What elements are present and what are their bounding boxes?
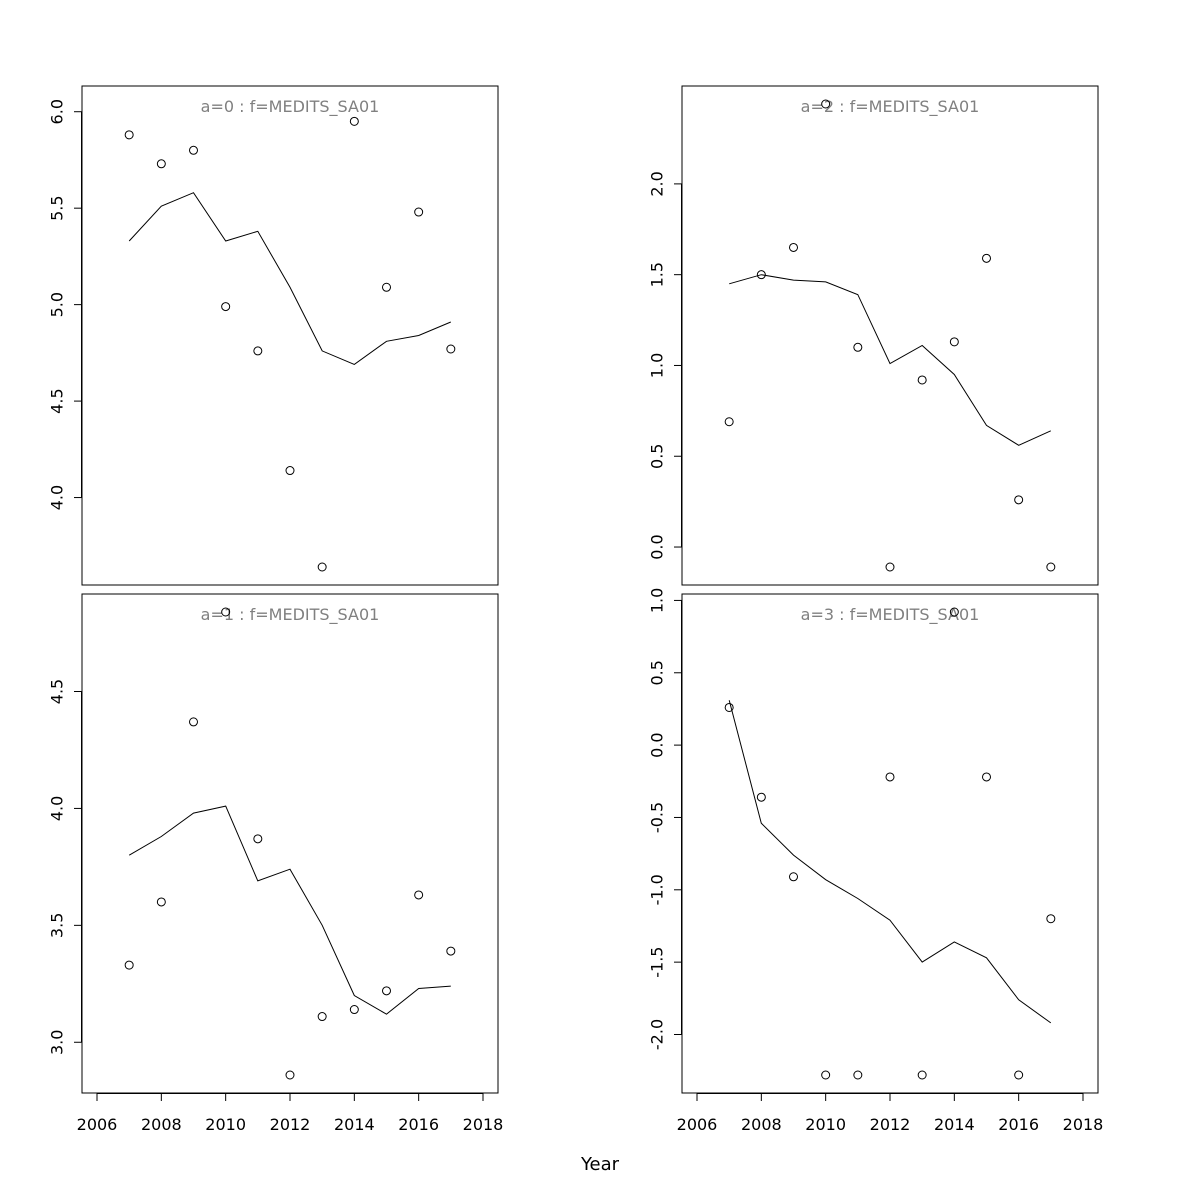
y-tick-label: -1.0 — [648, 874, 667, 905]
data-point — [124, 130, 134, 140]
data-point — [221, 607, 231, 617]
data-point — [221, 302, 231, 312]
data-point — [446, 344, 456, 354]
fitted-line — [728, 700, 1052, 1024]
y-tick-label: -2.0 — [648, 1019, 667, 1050]
fitted-line — [128, 805, 451, 1015]
data-point — [382, 282, 391, 292]
data-point — [253, 834, 263, 844]
x-tick-label: 2006 — [77, 1115, 118, 1134]
data-point — [756, 792, 766, 802]
data-point — [724, 702, 734, 712]
y-tick-label: 4.0 — [48, 485, 67, 510]
data-point — [853, 342, 863, 352]
data-point — [1014, 1070, 1024, 1080]
panel-frame — [81, 85, 499, 586]
panel-frame — [681, 85, 1099, 586]
data-point — [1046, 562, 1056, 572]
data-point — [189, 145, 198, 155]
y-tick-label: 4.0 — [48, 796, 67, 821]
x-tick-label: 2014 — [334, 1115, 375, 1134]
data-point — [124, 960, 134, 970]
y-tick-label: 4.5 — [48, 388, 67, 413]
fitted-line — [128, 192, 451, 365]
x-tick-label: 2018 — [463, 1115, 504, 1134]
data-point — [349, 1005, 359, 1015]
y-tick-label: 0.5 — [648, 444, 667, 469]
data-point — [414, 207, 424, 217]
data-point — [885, 562, 895, 572]
panel-2: a=2 : f=MEDITS_SA01 0.0 0.5 1.0 1.5 2.0 — [648, 85, 1099, 586]
y-tick-label: 2.0 — [648, 171, 667, 196]
data-point — [949, 337, 959, 347]
panel-title: a=0 : f=MEDITS_SA01 — [201, 97, 380, 117]
data-point — [349, 116, 359, 126]
data-point — [1046, 914, 1056, 924]
x-tick-label: 2008 — [741, 1115, 782, 1134]
data-point — [189, 717, 198, 727]
y-tick-label: 1.0 — [648, 588, 667, 613]
x-tick-label: 2010 — [205, 1115, 246, 1134]
panel-title: a=2 : f=MEDITS_SA01 — [801, 97, 980, 117]
data-point — [724, 417, 734, 427]
data-point — [317, 562, 327, 572]
y-tick-label: -1.5 — [648, 947, 667, 978]
data-point — [917, 375, 927, 385]
panel-4: a=3 : f=MEDITS_SA01 -2.0 -1.5 -1.0 -0.5 0.0 0.… — [648, 588, 1104, 1134]
y-tick-label: 3.0 — [48, 1030, 67, 1055]
y-tick-label: 3.5 — [48, 913, 67, 938]
x-tick-label: 2008 — [141, 1115, 182, 1134]
data-point — [156, 897, 166, 907]
x-tick-label: 2012 — [270, 1115, 311, 1134]
panel-title: a=3 : f=MEDITS_SA01 — [801, 605, 980, 625]
data-point — [821, 99, 831, 109]
x-axis-label: Year — [580, 1154, 620, 1175]
data-point — [382, 986, 391, 996]
data-point — [982, 772, 991, 782]
y-tick-label: 0.5 — [648, 660, 667, 685]
data-point — [821, 1070, 831, 1080]
data-point — [789, 872, 798, 882]
x-tick-label: 2012 — [870, 1115, 911, 1134]
x-tick-label: 2016 — [398, 1115, 439, 1134]
x-tick-label: 2018 — [1063, 1115, 1104, 1134]
data-point — [285, 466, 295, 476]
x-tick-label: 2010 — [805, 1115, 846, 1134]
y-tick-label: 4.5 — [48, 679, 67, 704]
x-tick-label: 2006 — [677, 1115, 718, 1134]
data-point — [253, 346, 263, 356]
data-point — [949, 607, 959, 617]
data-point — [789, 242, 798, 252]
y-tick-label: 0.0 — [648, 534, 667, 559]
data-point — [414, 890, 424, 900]
y-tick-label: 5.0 — [48, 292, 67, 317]
x-tick-label: 2016 — [998, 1115, 1039, 1134]
data-point — [982, 253, 991, 263]
data-point — [1014, 495, 1024, 505]
data-point — [285, 1070, 295, 1080]
panel-3: a=1 : f=MEDITS_SA01 3.0 3.5 4.0 4.5 2006 2008 2… — [48, 593, 504, 1134]
panel-frame — [81, 593, 499, 1094]
data-point — [756, 270, 766, 280]
panel-1: a=0 : f=MEDITS_SA01 4.0 4.5 5.0 5.5 6.0 — [48, 85, 499, 586]
data-point — [446, 946, 456, 956]
data-point — [885, 772, 895, 782]
y-tick-label: 6.0 — [48, 99, 67, 124]
data-point — [917, 1070, 927, 1080]
x-tick-label: 2014 — [934, 1115, 975, 1134]
data-point — [853, 1070, 863, 1080]
y-tick-label: 1.0 — [648, 353, 667, 378]
y-tick-label: -0.5 — [648, 802, 667, 833]
data-point — [317, 1012, 327, 1022]
fitted-line — [729, 274, 1052, 446]
y-tick-label: 1.5 — [648, 262, 667, 287]
panel-title: a=1 : f=MEDITS_SA01 — [201, 605, 380, 625]
y-tick-label: 0.0 — [648, 732, 667, 757]
y-tick-label: 5.5 — [48, 195, 67, 220]
data-point — [156, 159, 166, 169]
panel-frame — [681, 593, 1099, 1094]
